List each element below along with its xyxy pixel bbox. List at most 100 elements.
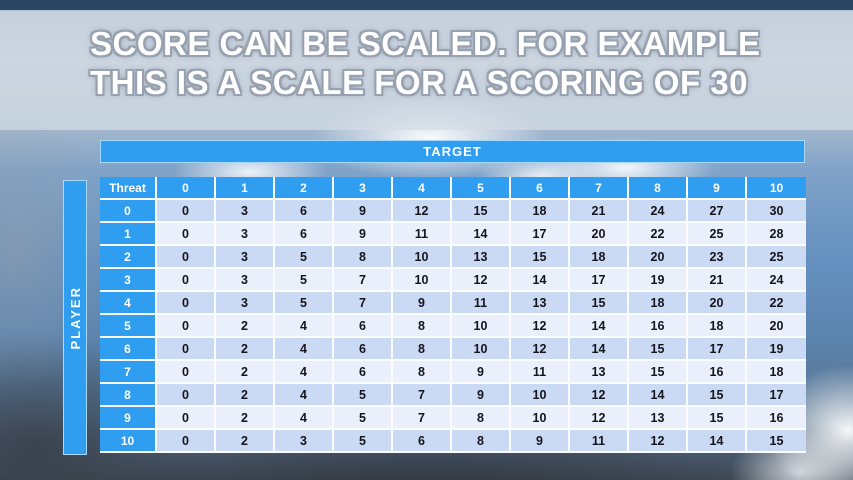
score-cell: 23: [688, 246, 747, 269]
score-cell: 27: [688, 200, 747, 223]
score-cell: 6: [275, 223, 334, 246]
score-cell: 12: [393, 200, 452, 223]
column-header-cell: 10: [747, 177, 806, 200]
score-cell: 2: [216, 361, 275, 384]
score-cell: 16: [688, 361, 747, 384]
score-cell: 3: [216, 200, 275, 223]
score-cell: 12: [511, 315, 570, 338]
score-cell: 7: [334, 269, 393, 292]
column-header-cell: 0: [157, 177, 216, 200]
score-cell: 3: [216, 292, 275, 315]
score-cell: 4: [275, 384, 334, 407]
score-cell: 18: [511, 200, 570, 223]
score-cell: 20: [570, 223, 629, 246]
score-cell: 6: [334, 361, 393, 384]
score-cell: 5: [334, 384, 393, 407]
score-cell: 2: [216, 407, 275, 430]
column-header-cell: 8: [629, 177, 688, 200]
score-cell: 9: [334, 200, 393, 223]
score-cell: 10: [393, 269, 452, 292]
score-cell: 5: [275, 246, 334, 269]
column-header-cell: 4: [393, 177, 452, 200]
score-cell: 13: [570, 361, 629, 384]
score-cell: 5: [334, 407, 393, 430]
score-cell: 14: [452, 223, 511, 246]
score-cell: 28: [747, 223, 806, 246]
score-cell: 12: [452, 269, 511, 292]
row-header-cell: 6: [100, 338, 157, 361]
score-cell: 8: [393, 338, 452, 361]
target-axis-label: TARGET: [423, 144, 482, 159]
score-cell: 2: [216, 430, 275, 453]
score-cell: 9: [393, 292, 452, 315]
score-cell: 17: [511, 223, 570, 246]
score-cell: 13: [452, 246, 511, 269]
score-cell: 3: [216, 223, 275, 246]
score-cell: 21: [570, 200, 629, 223]
score-cell: 8: [393, 315, 452, 338]
table-row: 4 0 3 5 7 9 11 13 15 18 20 22: [100, 292, 806, 315]
score-cell: 18: [570, 246, 629, 269]
score-cell: 4: [275, 407, 334, 430]
score-cell: 6: [275, 200, 334, 223]
score-cell: 10: [452, 338, 511, 361]
score-cell: 12: [629, 430, 688, 453]
score-cell: 13: [511, 292, 570, 315]
score-cell: 24: [747, 269, 806, 292]
score-cell: 14: [570, 338, 629, 361]
score-cell: 18: [688, 315, 747, 338]
score-cell: 30: [747, 200, 806, 223]
score-cell: 15: [570, 292, 629, 315]
score-cell: 6: [334, 315, 393, 338]
slide-title-line-1: SCORE CAN BE SCALED. FOR EXAMPLE: [90, 25, 761, 62]
target-axis-banner: TARGET: [100, 140, 805, 163]
score-cell: 16: [629, 315, 688, 338]
score-cell: 0: [157, 384, 216, 407]
score-cell: 10: [511, 407, 570, 430]
column-header-cell: 9: [688, 177, 747, 200]
score-cell: 21: [688, 269, 747, 292]
score-cell: 16: [747, 407, 806, 430]
score-cell: 0: [157, 269, 216, 292]
score-cell: 8: [452, 407, 511, 430]
score-cell: 7: [393, 384, 452, 407]
score-cell: 15: [511, 246, 570, 269]
column-header-cell: 3: [334, 177, 393, 200]
title-band: [0, 10, 853, 130]
score-cell: 25: [688, 223, 747, 246]
score-cell: 5: [275, 292, 334, 315]
score-cell: 8: [334, 246, 393, 269]
score-cell: 13: [629, 407, 688, 430]
slide-title-line-2: THIS IS A SCALE FOR A SCORING OF 30: [90, 64, 749, 101]
score-cell: 22: [629, 223, 688, 246]
table-row: 0 0 3 6 9 12 15 18 21 24 27 30: [100, 200, 806, 223]
score-cell: 2: [216, 384, 275, 407]
score-cell: 12: [570, 407, 629, 430]
score-cell: 18: [629, 292, 688, 315]
score-cell: 0: [157, 430, 216, 453]
column-header-cell: 5: [452, 177, 511, 200]
row-header-cell: 9: [100, 407, 157, 430]
table-row: 1 0 3 6 9 11 14 17 20 22 25 28: [100, 223, 806, 246]
score-cell: 24: [629, 200, 688, 223]
column-header-cell: 1: [216, 177, 275, 200]
score-cell: 19: [747, 338, 806, 361]
score-cell: 20: [747, 315, 806, 338]
row-header-cell: 0: [100, 200, 157, 223]
score-cell: 14: [688, 430, 747, 453]
score-cell: 3: [216, 246, 275, 269]
score-cell: 2: [216, 315, 275, 338]
score-cell: 10: [393, 246, 452, 269]
score-cell: 15: [629, 338, 688, 361]
score-cell: 11: [393, 223, 452, 246]
score-matrix-table: Threat 0 1 2 3 4 5 6 7 8 9 10 0 0 3 6 9 12 15 18 21 24 27 30 1…: [100, 177, 806, 453]
score-cell: 5: [334, 430, 393, 453]
table-row: 8 0 2 4 5 7 9 10 12 14 15 17: [100, 384, 806, 407]
score-cell: 0: [157, 338, 216, 361]
score-cell: 17: [688, 338, 747, 361]
table-row: 3 0 3 5 7 10 12 14 17 19 21 24: [100, 269, 806, 292]
score-cell: 18: [747, 361, 806, 384]
score-cell: 10: [452, 315, 511, 338]
row-header-cell: 7: [100, 361, 157, 384]
score-cell: 11: [511, 361, 570, 384]
